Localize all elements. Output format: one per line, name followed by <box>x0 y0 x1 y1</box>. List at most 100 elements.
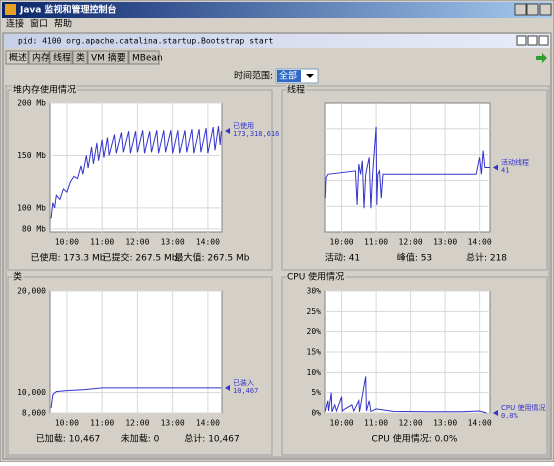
tab[interactable] <box>5 50 29 65</box>
y-tick-label: 5% <box>311 388 321 397</box>
y-tick-label: 25% <box>307 307 322 316</box>
window-buttons <box>514 3 552 16</box>
plot-area <box>49 102 223 233</box>
y-tick-label: 100 Mb <box>17 203 46 212</box>
x-tick-label: 14:00 <box>196 419 220 428</box>
y-tick-label: 20,000 <box>17 287 46 296</box>
panel-title-bg <box>12 83 78 96</box>
y-tick-label: 10% <box>307 368 322 377</box>
x-tick-label: 14:00 <box>196 238 220 247</box>
y-tick-label: 15% <box>307 348 322 357</box>
tab[interactable] <box>128 50 160 65</box>
panel-footer: 已使用: 173.3 Mb <box>31 252 106 264</box>
select-arrow[interactable] <box>306 74 314 78</box>
legend-name: 已使用 <box>233 121 254 130</box>
tab-label[interactable]: MBean <box>132 54 163 64</box>
tab[interactable] <box>49 50 73 65</box>
time-range-value[interactable]: 全部 <box>279 70 297 82</box>
frame-restore[interactable] <box>527 35 538 46</box>
tab[interactable] <box>28 50 50 65</box>
legend-name: 活动线程 <box>501 158 529 167</box>
x-tick-label: 11:00 <box>90 419 114 428</box>
frame-title: pid: 4100 org.apache.catalina.startup.Bo… <box>18 37 273 46</box>
menu-item[interactable]: 连接 <box>6 18 24 30</box>
panel-title-bg <box>12 270 24 283</box>
panel-footer: 总计: 218 <box>466 252 507 264</box>
x-tick-label: 10:00 <box>330 419 354 428</box>
frame-title-bar <box>4 34 550 48</box>
tab-label[interactable]: 类 <box>76 52 85 64</box>
legend-marker <box>493 410 498 416</box>
overview-panel <box>5 85 550 458</box>
plot-area <box>324 102 491 233</box>
x-tick-label: 12:00 <box>125 238 149 247</box>
y-tick-label: 30% <box>307 287 322 296</box>
x-tick-label: 12:00 <box>125 419 149 428</box>
panel-footer: 总计: 10,467 <box>184 433 239 445</box>
y-tick-label: 20% <box>307 327 322 336</box>
legend-marker <box>225 384 230 391</box>
tab[interactable] <box>72 50 88 65</box>
x-tick-label: 10:00 <box>55 419 79 428</box>
time-range-label: 时间范围: <box>234 70 273 82</box>
menu-item[interactable]: 帮助 <box>54 18 72 30</box>
legend-value: 173,318,616 <box>233 130 279 138</box>
y-tick-label: 150 Mb <box>17 151 46 160</box>
panel-title: 堆内存使用情况 <box>13 84 76 96</box>
x-tick-label: 12:00 <box>399 419 423 428</box>
panel-footer: 未加载: 0 <box>121 433 160 445</box>
panel-title: CPU 使用情况 <box>287 271 344 283</box>
panel-footer: CPU 使用情况: 0.0% <box>372 433 458 445</box>
panel-footer: 活动: 41 <box>325 252 360 264</box>
panel-title-bg <box>286 270 346 283</box>
close-button[interactable] <box>539 3 552 16</box>
minimize-button[interactable] <box>514 3 527 16</box>
series-line <box>324 376 487 414</box>
x-tick-label: 13:00 <box>433 238 457 247</box>
x-tick-label: 13:00 <box>161 238 185 247</box>
tab-label[interactable]: 概述 <box>9 52 27 64</box>
panel-title: 线程 <box>287 84 305 96</box>
chart-panel <box>281 276 548 456</box>
panel-footer: 峰值: 53 <box>397 252 432 264</box>
tab[interactable] <box>87 50 129 65</box>
legend-name: 已装入 <box>233 378 254 387</box>
frame-minimize[interactable] <box>516 35 527 46</box>
series-line <box>50 126 222 219</box>
legend-value: 41 <box>501 167 509 175</box>
panel-title-bg <box>286 83 307 96</box>
legend-marker <box>225 128 230 135</box>
x-tick-label: 10:00 <box>55 238 79 247</box>
panel-footer: 已加载: 10,467 <box>36 433 100 445</box>
tab-label[interactable]: 线程 <box>53 52 71 64</box>
panel-title: 类 <box>13 271 22 283</box>
tab-label[interactable]: VM 摘要 <box>91 52 126 64</box>
series-line <box>324 126 490 209</box>
chart-panel <box>7 276 273 456</box>
frame-close[interactable] <box>538 35 549 46</box>
select-highlight <box>277 70 301 82</box>
x-tick-label: 14:00 <box>468 238 492 247</box>
app-icon <box>5 4 16 15</box>
maximize-button[interactable] <box>526 3 539 16</box>
tab-label[interactable]: 内存 <box>32 52 50 64</box>
y-tick-label: 80 Mb <box>22 224 46 233</box>
x-tick-label: 11:00 <box>364 419 388 428</box>
window-title: Java 监视和管理控制台 <box>19 4 117 16</box>
y-tick-label: 200 Mb <box>17 99 46 108</box>
x-tick-label: 13:00 <box>161 419 185 428</box>
legend-marker <box>493 164 498 171</box>
x-tick-label: 12:00 <box>399 238 423 247</box>
panel-footer: 最大值: 267.5 Mb <box>175 252 250 264</box>
y-tick-label: 10,000 <box>17 388 46 397</box>
plot-area <box>49 290 223 414</box>
y-tick-label: 8,000 <box>22 409 46 418</box>
connect-icon[interactable] <box>536 53 547 63</box>
legend-name: CPU 使用情况 <box>501 403 545 412</box>
y-tick-label: 0% <box>311 409 321 418</box>
title-bar <box>2 2 552 18</box>
menu-item[interactable]: 窗口 <box>30 18 48 30</box>
legend-value: 0.0% <box>501 412 519 420</box>
panel-footer: 已提交: 267.5 Mb <box>103 252 178 264</box>
